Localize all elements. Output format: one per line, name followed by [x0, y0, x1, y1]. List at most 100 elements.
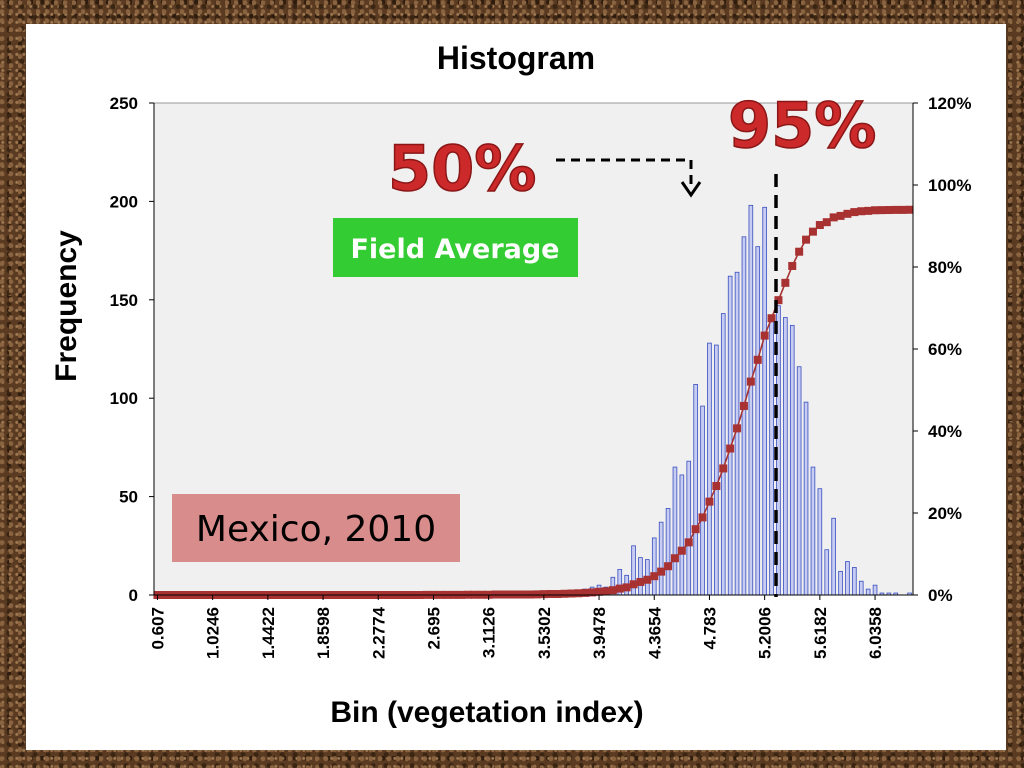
x-tick-label: 1.4422: [259, 607, 278, 659]
histogram-bar: [824, 549, 830, 596]
y2-tick-label: 20%: [928, 504, 962, 523]
cumulative-marker: [650, 572, 659, 581]
cumulative-marker: [567, 589, 576, 598]
histogram-bar: [810, 466, 816, 596]
cumulative-marker: [891, 205, 900, 214]
y2-tick-label: 100%: [928, 176, 971, 195]
cumulative-marker: [712, 482, 721, 491]
y-tick-label: 150: [110, 291, 138, 310]
y2-tick-label: 80%: [928, 258, 962, 277]
cumulative-marker: [843, 209, 852, 218]
histogram-bar: [796, 366, 802, 596]
x-tick-label: 3.5302: [535, 607, 554, 659]
cumulative-marker: [871, 206, 880, 215]
x-tick-label: 3.1126: [480, 607, 499, 658]
histogram-bar: [865, 588, 871, 596]
x-tick-label: 3.9478: [590, 607, 609, 659]
cumulative-marker: [760, 331, 769, 340]
cumulative-marker: [795, 247, 804, 256]
cumulative-marker: [781, 278, 790, 287]
histogram-bar: [638, 557, 643, 596]
x-tick-label: 5.2006: [756, 607, 775, 659]
histogram-bar: [852, 567, 857, 596]
cumulative-marker: [726, 444, 735, 453]
cumulative-marker: [677, 546, 686, 555]
cumulative-marker: [532, 590, 541, 599]
y2-tick-label: 0%: [928, 586, 953, 605]
cumulative-marker: [753, 355, 762, 364]
cumulative-marker: [808, 227, 817, 236]
y2-tick-label: 60%: [928, 340, 962, 359]
x-axis-title: Bin (vegetation index): [330, 696, 643, 729]
cumulative-marker: [629, 580, 638, 589]
label-box-text: Mexico, 2010: [196, 509, 436, 550]
histogram-bar: [817, 488, 823, 596]
cumulative-marker: [815, 221, 824, 230]
y-tick-label: 250: [110, 94, 138, 113]
cumulative-marker: [622, 583, 631, 592]
cumulative-marker: [884, 206, 893, 215]
histogram-bar: [845, 561, 850, 596]
histogram-bar: [714, 344, 719, 596]
x-axis-ticks: 0.607 1.0246 1.4422 1.8598 2.2774 2.695 3.1126…: [148, 595, 885, 659]
x-tick-label: 5.6182: [811, 607, 830, 659]
cumulative-marker: [553, 590, 562, 599]
cumulative-marker: [774, 296, 783, 305]
arrow-50pct: [556, 158, 702, 198]
cumulative-marker: [739, 401, 748, 410]
cumulative-marker: [574, 589, 583, 598]
histogram-bar: [665, 508, 671, 596]
histogram-bar: [727, 275, 733, 596]
y-tick-label: 100: [110, 389, 138, 408]
histogram-bar: [658, 521, 664, 596]
histogram-bar: [872, 584, 878, 596]
histogram-bar: [707, 342, 712, 596]
x-tick-label: 2.695: [424, 607, 443, 650]
x-tick-label: 0.607: [148, 607, 167, 650]
cumulative-marker: [705, 497, 714, 506]
cumulative-marker: [595, 587, 604, 596]
histogram-bar: [720, 313, 726, 596]
cumulative-marker: [684, 538, 693, 547]
cumulative-marker: [898, 205, 907, 214]
x-tick-label: 1.0246: [204, 607, 223, 659]
cumulative-marker: [767, 314, 776, 323]
histogram-bar: [831, 517, 836, 596]
cumulative-marker: [857, 207, 866, 216]
histogram-bar: [741, 236, 747, 596]
y2-axis-ticks: 0% 20% 40% 60% 80% 100% 120%: [913, 94, 971, 605]
histogram-bar: [700, 405, 705, 596]
field-average-box: Field Average: [333, 218, 578, 277]
cumulative-marker: [664, 562, 673, 571]
cumulative-marker: [608, 586, 617, 595]
cumulative-marker: [733, 424, 742, 433]
cumulative-marker: [905, 205, 914, 214]
cumulative-marker: [864, 206, 873, 215]
y2-tick-label: 40%: [928, 422, 962, 441]
histogram-bar: [838, 570, 843, 596]
cumulative-marker: [539, 590, 548, 599]
cumulative-marker: [636, 577, 645, 586]
cumulative-marker: [877, 206, 886, 215]
cumulative-marker: [691, 525, 700, 534]
cumulative-marker: [822, 218, 831, 227]
y2-tick-label: 120%: [928, 94, 971, 113]
cumulative-marker: [643, 575, 652, 584]
y-tick-label: 200: [110, 192, 138, 211]
cumulative-marker: [802, 235, 811, 244]
histogram-bar: [783, 317, 788, 596]
histogram-bar: [679, 474, 685, 596]
cumulative-marker: [615, 584, 624, 593]
histogram-bar: [755, 246, 761, 596]
histogram-bar: [769, 317, 774, 596]
histogram-bar: [651, 537, 657, 596]
field-average-label: Field Average: [350, 234, 559, 265]
cumulative-marker: [850, 208, 859, 217]
x-tick-label: 2.2774: [369, 606, 388, 659]
cumulative-marker: [836, 211, 845, 220]
annotation-95pct: 95%: [728, 89, 876, 162]
cumulative-marker: [670, 554, 679, 563]
cumulative-marker: [546, 590, 555, 599]
histogram-bar: [686, 460, 692, 596]
chart-title: Histogram: [437, 40, 595, 76]
